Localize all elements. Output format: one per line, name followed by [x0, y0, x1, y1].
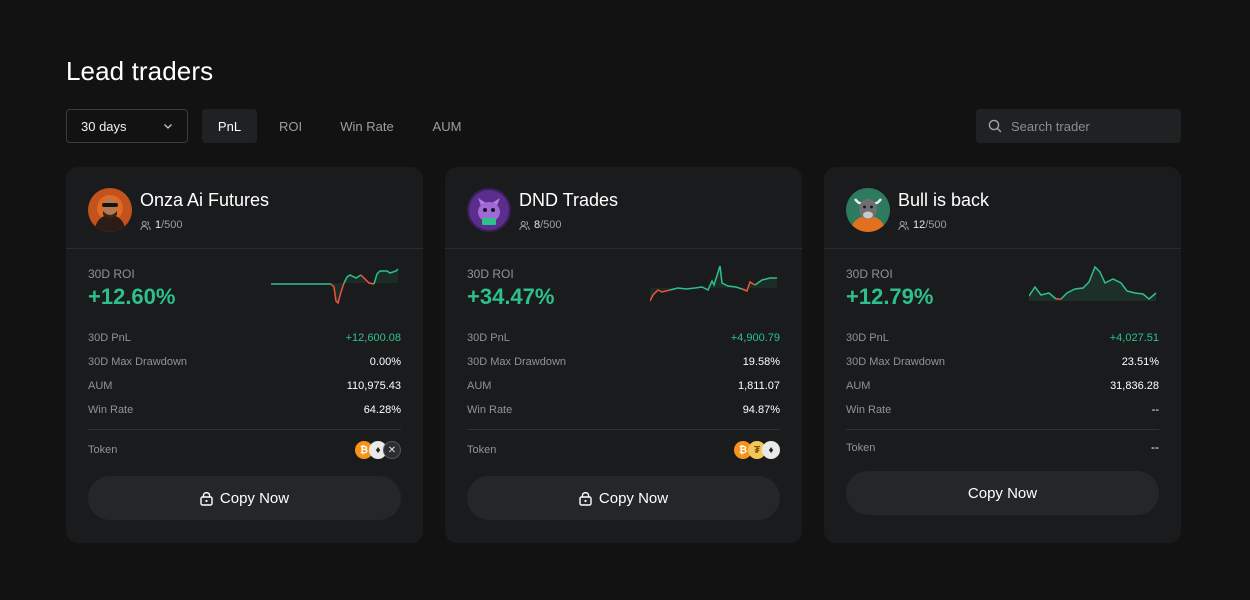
users-icon — [140, 220, 151, 230]
stat-aum: AUM 1,811.07 — [467, 380, 780, 392]
stat-win-rate: Win Rate -- — [846, 404, 1159, 416]
card-divider — [66, 248, 423, 249]
stat-aum: AUM 31,836.28 — [846, 380, 1159, 392]
token-row: Token ₿ ♦ ✕ — [88, 441, 401, 461]
tab-win-rate[interactable]: Win Rate — [340, 118, 394, 134]
stat-win-rate: Win Rate 94.87% — [467, 404, 780, 416]
roi-value: +12.60% — [88, 284, 176, 309]
token-list: ₿ ₮ ♦ — [734, 441, 780, 459]
period-dropdown[interactable]: 30 days — [66, 109, 188, 143]
stats-divider — [846, 429, 1159, 430]
x-token-icon: ✕ — [383, 441, 401, 459]
tab-pnl[interactable]: PnL — [202, 109, 257, 143]
stat-pnl: 30D PnL +12,600.08 — [88, 332, 401, 344]
trader-name: Onza Ai Futures — [140, 190, 270, 210]
roi-label: 30D ROI — [88, 267, 135, 281]
lock-icon — [200, 491, 213, 506]
avatar — [846, 188, 890, 232]
trader-header: Onza Ai Futures 1 /500 — [88, 188, 408, 232]
roi-sparkline — [271, 268, 399, 305]
stats-divider — [88, 429, 401, 430]
follower-count: 1 /500 — [140, 219, 183, 231]
stat-pnl: 30D PnL +4,900.79 — [467, 332, 780, 344]
token-value: -- — [1151, 440, 1159, 454]
followers-current: 12 — [913, 219, 926, 231]
followers-max: /500 — [925, 219, 947, 231]
bitcoin-icon: ₿ — [355, 441, 373, 459]
ethereum-icon: ♦ — [369, 441, 387, 459]
ethereum-icon: ♦ — [762, 441, 780, 459]
copy-now-button[interactable]: Copy Now — [88, 476, 401, 520]
followers-max: /500 — [540, 219, 562, 231]
page-title: Lead traders — [66, 56, 214, 86]
users-icon — [898, 220, 909, 230]
roi-label: 30D ROI — [846, 267, 893, 281]
followers-max: /500 — [161, 219, 183, 231]
period-dropdown-label: 30 days — [81, 118, 127, 134]
avatar — [88, 188, 132, 232]
followers-current: 1 — [155, 219, 162, 231]
search-icon — [988, 119, 1002, 133]
token-row: Token ₿ ₮ ♦ — [467, 441, 780, 461]
trader-card[interactable]: Onza Ai Futures 1 /500 30D ROI +12.60% 3… — [66, 167, 423, 543]
trader-name: DND Trades — [519, 190, 619, 210]
gold-coin-icon: ₮ — [748, 441, 766, 459]
card-divider — [445, 248, 802, 249]
roi-sparkline — [1029, 265, 1157, 301]
tab-aum[interactable]: AUM — [432, 118, 462, 134]
follower-count: 12 /500 — [898, 219, 947, 231]
card-divider — [824, 248, 1181, 249]
token-row: Token -- — [846, 440, 1159, 454]
token-list: ₿ ♦ ✕ — [355, 441, 401, 459]
stat-aum: AUM 110,975.43 — [88, 380, 401, 392]
users-icon — [519, 220, 530, 230]
trader-header: Bull is back 12 /500 — [846, 188, 1166, 232]
stat-drawdown: 30D Max Drawdown 0.00% — [88, 356, 401, 368]
stat-drawdown: 30D Max Drawdown 23.51% — [846, 356, 1159, 368]
stat-pnl: 30D PnL +4,027.51 — [846, 332, 1159, 344]
bitcoin-icon: ₿ — [734, 441, 752, 459]
stat-drawdown: 30D Max Drawdown 19.58% — [467, 356, 780, 368]
search-input[interactable] — [1011, 118, 1161, 134]
roi-label: 30D ROI — [467, 267, 514, 281]
trader-card[interactable]: DND Trades 8 /500 30D ROI +34.47% 30D Pn… — [445, 167, 802, 543]
filter-toolbar: 30 days PnL ROI Win Rate AUM — [66, 109, 1181, 143]
follower-count: 8 /500 — [519, 219, 562, 231]
stat-win-rate: Win Rate 64.28% — [88, 404, 401, 416]
copy-now-button[interactable]: Copy Now — [846, 471, 1159, 515]
trader-name: Bull is back — [898, 190, 990, 210]
followers-current: 8 — [534, 219, 541, 231]
trader-header: DND Trades 8 /500 — [467, 188, 787, 232]
search-box[interactable] — [976, 109, 1181, 143]
copy-now-button[interactable]: Copy Now — [467, 476, 780, 520]
roi-value: +34.47% — [467, 284, 555, 309]
lock-icon — [579, 491, 592, 506]
sort-tabs: PnL ROI Win Rate AUM — [202, 109, 484, 143]
tab-roi[interactable]: ROI — [278, 118, 303, 134]
stats-divider — [467, 429, 780, 430]
trader-card[interactable]: Bull is back 12 /500 30D ROI +12.79% 30D… — [824, 167, 1181, 543]
chevron-down-icon — [164, 124, 172, 129]
avatar — [467, 188, 511, 232]
roi-value: +12.79% — [846, 284, 934, 309]
roi-sparkline — [650, 265, 777, 302]
